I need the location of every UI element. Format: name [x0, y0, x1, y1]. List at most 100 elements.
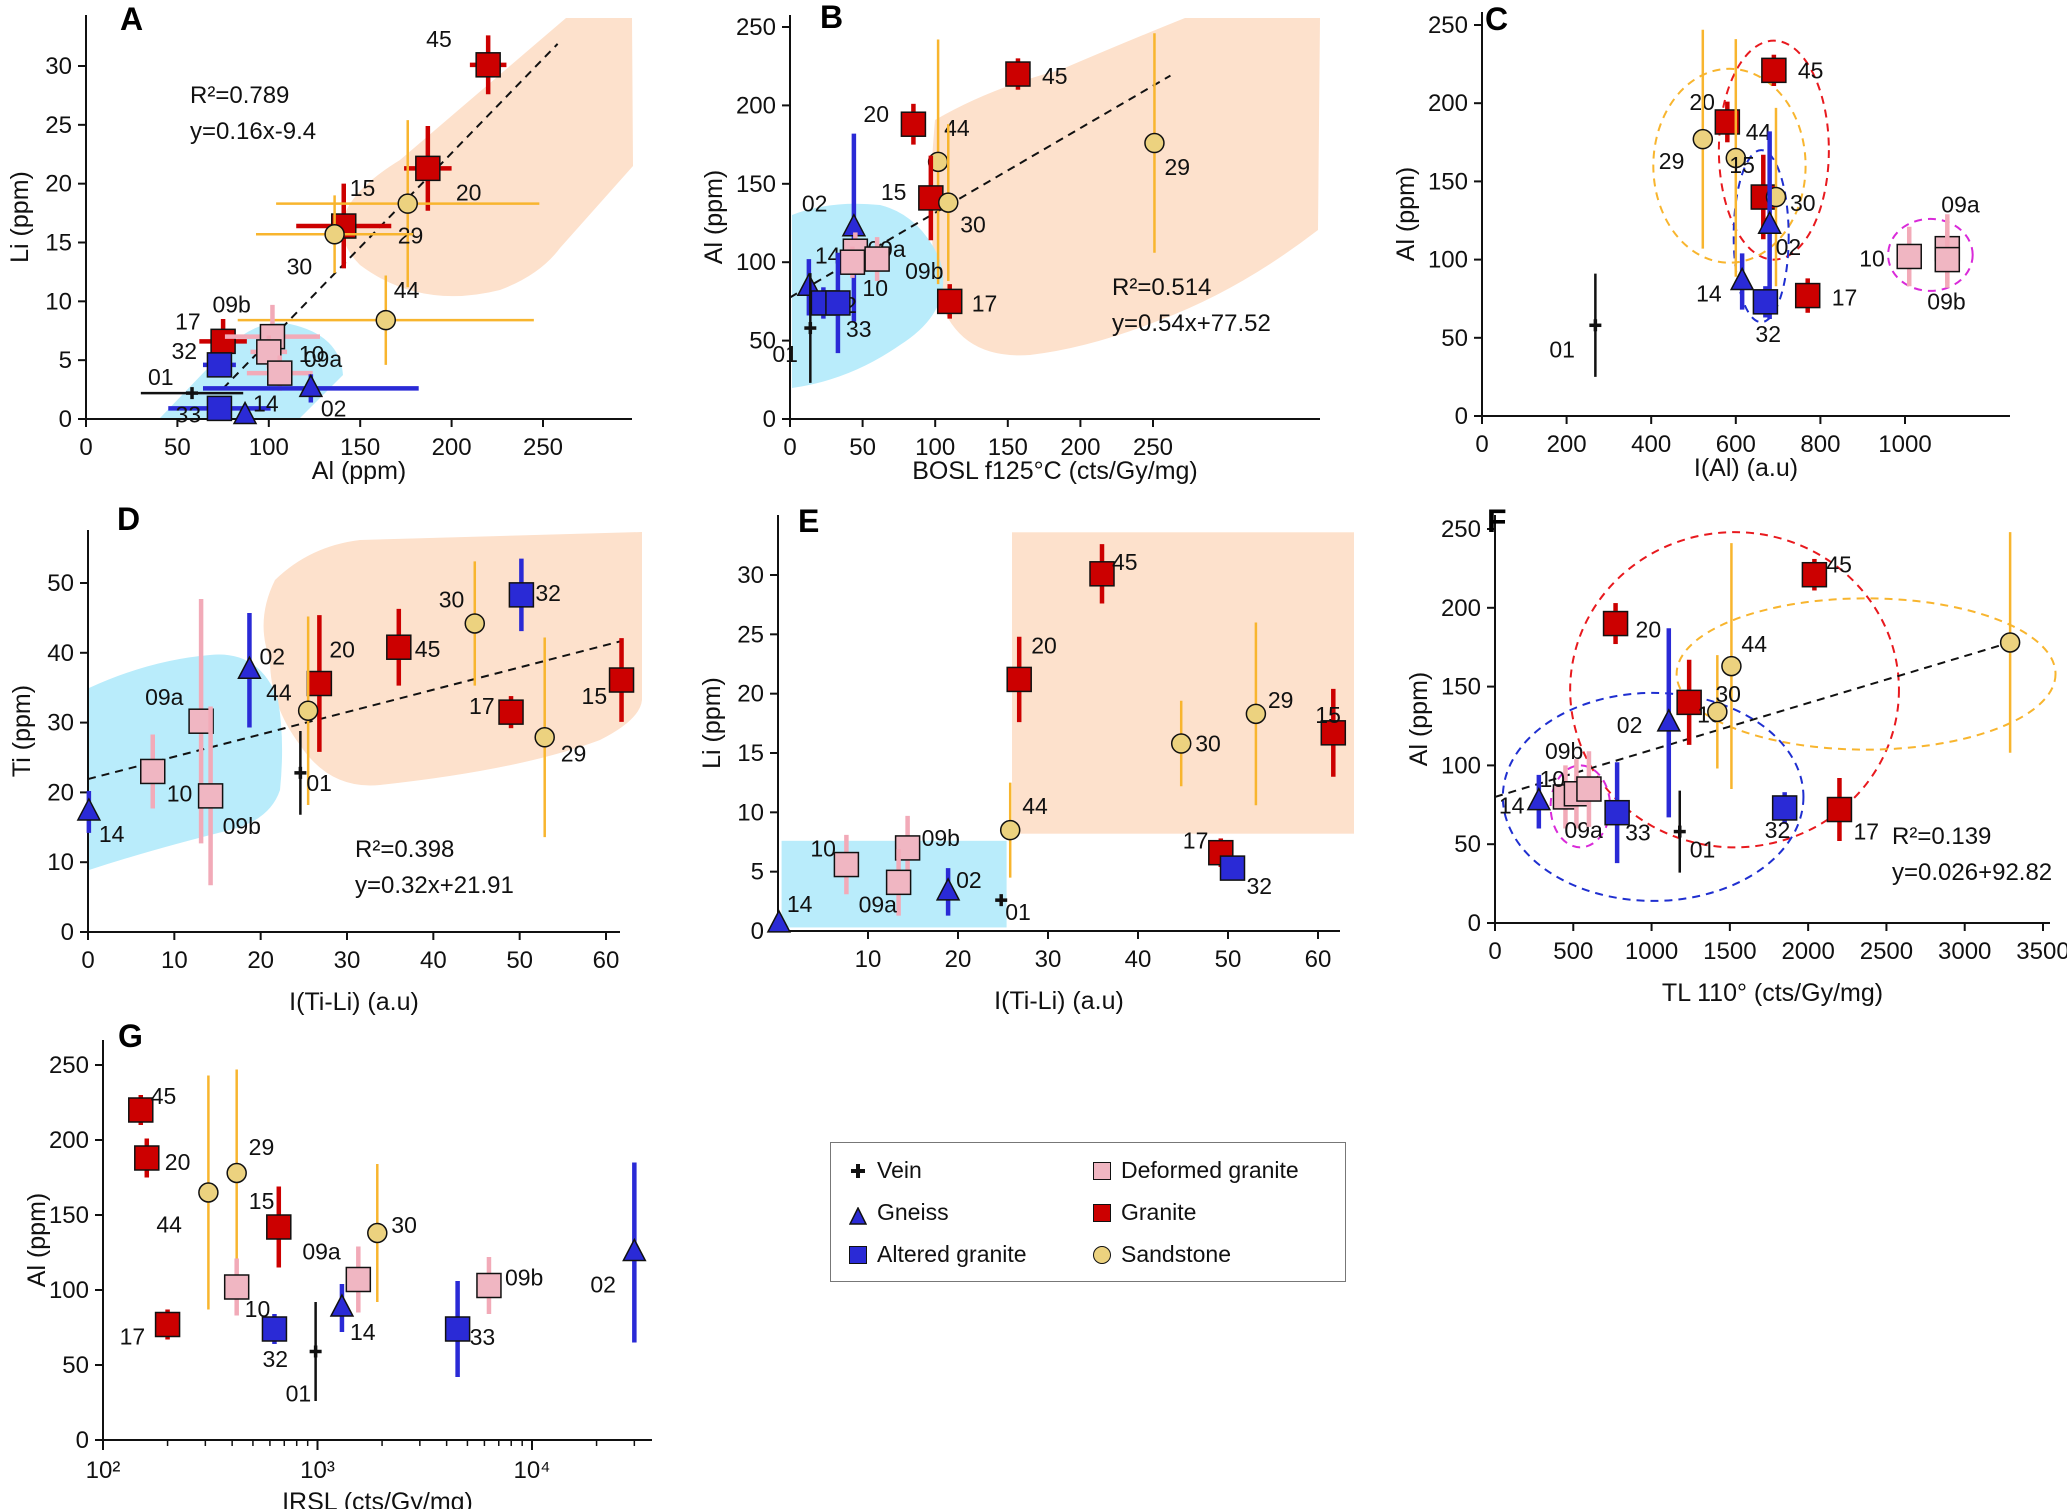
data-point: 10 [839, 246, 888, 301]
square-marker [608, 667, 635, 693]
square-marker [1934, 246, 1961, 273]
y-tick-label: 30 [737, 562, 764, 589]
y-tick-label: 200 [736, 92, 776, 119]
legend-label: Altered granite [877, 1241, 1027, 1267]
data-point: 09a [302, 1239, 372, 1313]
point-label: 44 [394, 277, 420, 303]
point-label: 32 [1765, 817, 1791, 843]
x-tick-label: 200 [1060, 434, 1100, 461]
y-tick-label: 50 [1441, 325, 1468, 352]
panel-g: 0 50 100 150 200 250 10² 10³ 10⁴ IRSL (cts/Gy/mg)… [23, 1018, 652, 1509]
data-point: 33 [825, 252, 872, 354]
gneiss-field-region [89, 654, 283, 870]
y-tick-label: 150 [1428, 168, 1468, 195]
point-label: 32 [262, 1346, 288, 1372]
legend-label: Gneiss [877, 1199, 949, 1225]
data-point: 32 [1765, 792, 1798, 843]
y-tick-label: 10 [45, 288, 72, 315]
point-label: 01 [772, 341, 798, 367]
plus-icon [849, 1162, 867, 1180]
data-point: 20 [1006, 632, 1057, 723]
legend: Vein Deformed granite Gneiss Granite Alt… [830, 1142, 1346, 1282]
point-label: 30 [1715, 681, 1741, 707]
point-label: 09b [1927, 289, 1965, 315]
legend-label: Vein [877, 1157, 922, 1183]
data-point: 17 [469, 693, 524, 729]
point-label: 09b [223, 813, 261, 839]
point-label: 17 [1832, 285, 1858, 311]
square-marker [210, 328, 236, 355]
data-point: 44 [1721, 543, 1767, 790]
point-label: 09a [859, 891, 898, 917]
x-tick-label: 60 [593, 947, 620, 974]
data-point: 09a [859, 849, 912, 917]
point-label: 01 [1549, 336, 1575, 362]
x-tick-label: 600 [1716, 431, 1756, 458]
granite-field-region [263, 532, 642, 786]
square-marker [266, 1214, 292, 1240]
circle-marker [464, 613, 486, 634]
point-label: 45 [151, 1083, 177, 1109]
data-point: 14 [766, 891, 813, 933]
y-axis-label: Ti (ppm) [8, 685, 36, 777]
point-label: 15 [881, 179, 907, 205]
x-axis-label: I(Ti-Li) (a.u) [289, 988, 419, 1016]
data-point: 45 [1801, 552, 1852, 591]
y-tick-label: 150 [1441, 674, 1481, 701]
square-marker [839, 249, 866, 275]
r-squared-label: R²=0.514 [1112, 274, 1211, 301]
x-tick-label: 3500 [2016, 938, 2067, 965]
data-point: 14 [1499, 774, 1552, 829]
data-point: 15 [1315, 688, 1347, 777]
square-marker [128, 1097, 154, 1123]
point-label: 09a [145, 684, 184, 710]
y-tick-label: 250 [49, 1052, 89, 1079]
legend-item-granite: Granite [1093, 1199, 1196, 1226]
circle-marker [297, 700, 319, 721]
equation-label: y=0.54x+77.52 [1112, 310, 1271, 337]
legend-item-deformed-granite: Deformed granite [1093, 1157, 1299, 1184]
panel-letter: B [820, 0, 843, 35]
y-tick-label: 10 [47, 849, 74, 876]
trendline [222, 43, 559, 390]
x-axis-label: BOSL f125°C (cts/Gy/mg) [912, 457, 1198, 485]
data-point: 30 [1707, 655, 1741, 769]
point-label: 45 [415, 636, 441, 662]
x-tick-label: 10² [86, 1457, 121, 1484]
point-label: 02 [1617, 712, 1643, 738]
y-tick-label: 15 [45, 230, 72, 257]
point-label: 44 [1746, 119, 1772, 145]
triangle-marker [1729, 266, 1755, 291]
point-label: 02 [956, 867, 982, 893]
point-label: 17 [120, 1324, 146, 1350]
point-label: 14 [253, 390, 279, 416]
legend-label: Granite [1121, 1199, 1197, 1225]
point-label: 02 [1776, 234, 1802, 260]
point-label: 02 [802, 191, 828, 217]
y-tick-label: 0 [1455, 403, 1468, 430]
circle-marker [226, 1162, 247, 1184]
point-label: 10 [1859, 245, 1885, 271]
panel-letter: F [1487, 503, 1507, 539]
point-label: 32 [535, 580, 561, 606]
data-point: 10 [1859, 226, 1922, 287]
r-squared-label: R²=0.398 [355, 836, 454, 863]
circle-marker [1170, 733, 1192, 754]
x-tick-label: 20 [945, 946, 972, 973]
point-label: 01 [286, 1381, 312, 1407]
data-point [1999, 532, 2021, 753]
x-tick-label: 0 [81, 947, 94, 974]
square-marker [1006, 666, 1032, 693]
data-point: 44 [999, 782, 1048, 878]
data-point: 44 [266, 616, 319, 805]
x-tick-label: 200 [432, 434, 472, 461]
square-marker [1896, 243, 1922, 270]
panel-letter: G [118, 1018, 143, 1054]
data-point: 44 [1725, 39, 1772, 277]
y-tick-label: 200 [49, 1127, 89, 1154]
trendline [1494, 641, 2011, 798]
group-ellipse [1501, 691, 1805, 902]
x-tick-label: 250 [1133, 434, 1173, 461]
x-axis-label: TL 110° (cts/Gy/mg) [1662, 979, 1883, 1007]
data-point: 30 [367, 1164, 417, 1302]
